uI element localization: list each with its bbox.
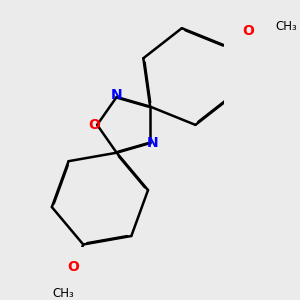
Text: N: N	[147, 136, 159, 150]
Text: O: O	[88, 118, 100, 132]
Text: CH₃: CH₃	[52, 287, 74, 300]
Text: N: N	[111, 88, 122, 102]
Text: O: O	[242, 24, 254, 38]
Text: CH₃: CH₃	[276, 20, 298, 33]
Text: O: O	[67, 260, 79, 274]
